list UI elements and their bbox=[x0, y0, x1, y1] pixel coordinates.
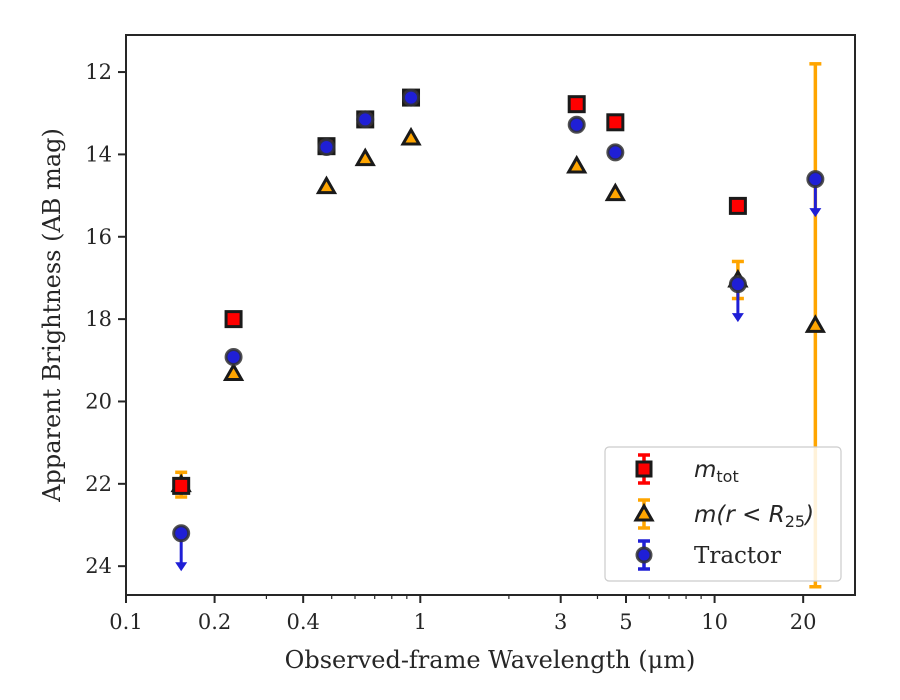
data-point-triangle bbox=[804, 314, 826, 333]
x-tick-label: 0.2 bbox=[198, 610, 231, 634]
legend-entry: Tractor bbox=[635, 539, 781, 571]
x-tick-label: 3 bbox=[554, 610, 567, 634]
data-point-square bbox=[172, 476, 191, 495]
legend-label: m(r < R25) bbox=[694, 502, 814, 531]
y-tick-label: 24 bbox=[85, 554, 112, 578]
data-point-triangle bbox=[604, 182, 626, 202]
arrow-head bbox=[731, 313, 744, 323]
plot-frame bbox=[125, 34, 856, 596]
y-tick-label: 14 bbox=[85, 142, 112, 166]
x-tick-label: 20 bbox=[790, 610, 817, 634]
data-point-circle bbox=[606, 143, 625, 162]
legend: mtot m(r < R25) Tractor bbox=[604, 446, 842, 582]
data-point-square bbox=[567, 95, 586, 114]
arrow-head bbox=[175, 562, 188, 572]
x-axis-label: Observed-frame Wavelength (μm) bbox=[285, 646, 696, 674]
series-circle bbox=[172, 88, 825, 572]
data-point-triangle bbox=[222, 362, 245, 382]
arrow-head bbox=[809, 208, 822, 218]
data-point-triangle bbox=[566, 154, 588, 174]
data-point-square bbox=[606, 113, 625, 132]
data-point-circle bbox=[567, 115, 586, 134]
legend-label: Tractor bbox=[694, 543, 781, 569]
data-point-circle bbox=[356, 110, 375, 129]
x-tick-label: 1 bbox=[414, 610, 427, 634]
y-tick-label: 20 bbox=[85, 389, 112, 413]
data-point-triangle bbox=[354, 147, 376, 167]
y-tick-label: 18 bbox=[85, 307, 112, 331]
y-axis-label: Apparent Brightness (AB mag) bbox=[38, 128, 66, 503]
legend-entry: m(r < R25) bbox=[633, 498, 814, 531]
y-tick-label: 22 bbox=[85, 472, 112, 496]
data-point-circle bbox=[402, 88, 421, 107]
data-point-triangle bbox=[315, 175, 338, 195]
data-point-circle bbox=[224, 348, 243, 366]
data-point-square bbox=[728, 196, 747, 215]
data-point-circle bbox=[728, 275, 747, 294]
y-tick-label: 12 bbox=[85, 60, 112, 84]
data-point-triangle bbox=[400, 126, 422, 146]
axes: 12 14 16 18 20 22 24 0.1 0.2 0.4 1 3 5 10 20 bbox=[85, 34, 856, 634]
x-tick-label: 0.4 bbox=[286, 610, 319, 634]
y-tick-label: 16 bbox=[85, 225, 112, 249]
data-point-circle bbox=[172, 524, 191, 543]
x-tick-label: 10 bbox=[701, 610, 728, 634]
legend-marker-square bbox=[635, 460, 653, 478]
series-square bbox=[172, 88, 747, 495]
legend-box bbox=[604, 446, 842, 582]
data-point-circle bbox=[317, 138, 336, 156]
x-tick-label: 5 bbox=[619, 610, 632, 634]
legend-label: mtot bbox=[694, 457, 739, 486]
x-tick-label: 0.1 bbox=[109, 610, 142, 634]
data-point-circle bbox=[806, 170, 825, 189]
legend-marker-circle bbox=[635, 546, 653, 564]
legend-marker-triangle bbox=[633, 502, 655, 522]
data-point-square bbox=[224, 310, 243, 329]
legend-entry: mtot bbox=[635, 453, 739, 486]
